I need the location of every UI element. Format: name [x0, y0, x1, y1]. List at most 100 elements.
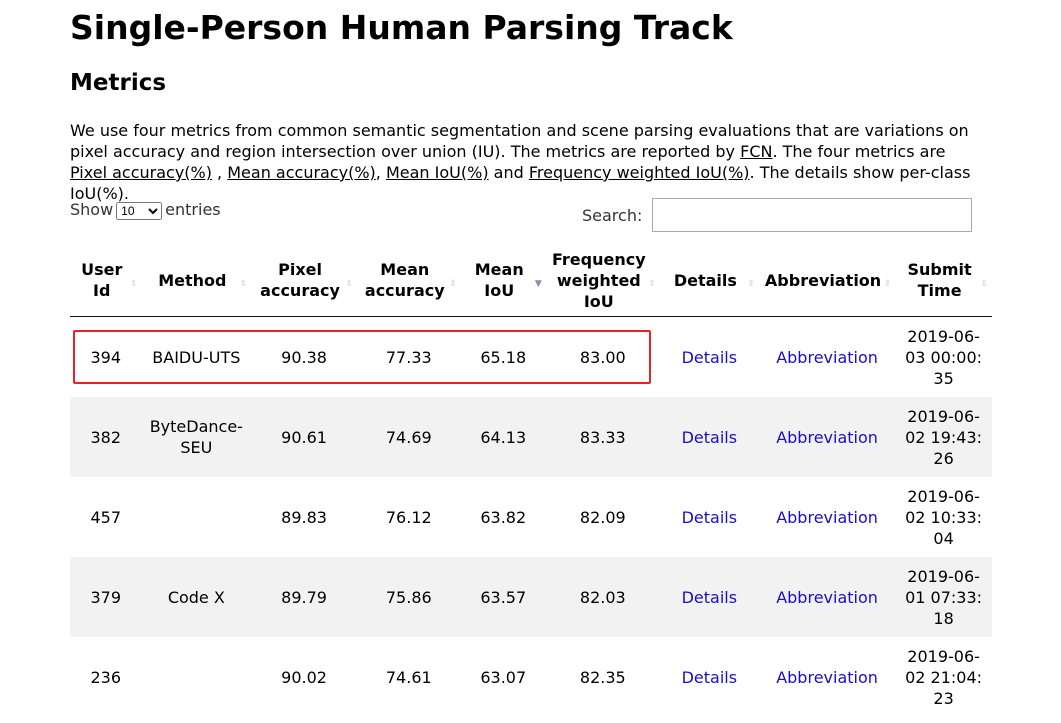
show-label: Show [70, 200, 114, 219]
table-cell: 82.35 [546, 637, 660, 717]
table-cell: Abbreviation [759, 477, 895, 557]
table-cell: Abbreviation [759, 317, 895, 398]
text: and [488, 163, 529, 182]
search-box: Search: [582, 198, 973, 232]
table-cell: 394 [70, 317, 141, 398]
table-cell: 2019-06-01 07:33:18 [895, 557, 992, 637]
abbreviation-link[interactable]: Abbreviation [776, 587, 878, 607]
column-header[interactable]: Method ⇕ [141, 244, 252, 317]
details-link[interactable]: Details [681, 427, 738, 447]
cell-value: 83.33 [579, 427, 626, 447]
table-cell: 90.61 [251, 397, 357, 477]
table-cell [141, 477, 251, 557]
cell-value: 2019-06-01 07:33:18 [905, 566, 983, 628]
table-cell: Abbreviation [759, 637, 895, 717]
cell-value: 2019-06-02 21:04:23 [905, 646, 983, 708]
table-cell: Details [659, 397, 759, 477]
frequency-weighted-iou-link[interactable]: Frequency weighted IoU(%) [528, 163, 750, 182]
cell-value: 2019-06-02 19:43:26 [905, 406, 983, 468]
abbreviation-link[interactable]: Abbreviation [776, 347, 878, 367]
cell-value: 82.03 [579, 587, 626, 607]
table-cell: 2019-06-02 21:04:23 [895, 637, 992, 717]
table-row: 457 89.83 76.12 63.82 82.09 Details Abbreviati… [70, 477, 992, 557]
column-header[interactable]: Mean IoU ▼ [460, 244, 546, 317]
text: . The four metrics are [772, 142, 946, 161]
details-link[interactable]: Details [681, 587, 738, 607]
cell-value: 63.57 [480, 587, 527, 607]
cell-value: 457 [90, 507, 121, 527]
cell-value: 2019-06-02 10:33:04 [905, 486, 983, 548]
column-header[interactable]: Pixel accuracy ⇕ [251, 244, 357, 317]
sort-icon: ⇕ [648, 279, 656, 289]
column-header[interactable]: Mean accuracy ⇕ [356, 244, 461, 317]
table-cell: 379 [70, 557, 142, 637]
text: . The details show per-class IoU(%). [70, 163, 971, 203]
table-cell: 2019-06-02 19:43:26 [895, 397, 992, 477]
sort-desc-icon: ▼ [534, 279, 542, 289]
details-link[interactable]: Details [681, 667, 738, 687]
details-link[interactable]: Details [681, 347, 738, 367]
abbreviation-link[interactable]: Abbreviation [776, 667, 878, 687]
table-cell: 89.83 [251, 477, 357, 557]
table-cell: 74.61 [357, 637, 461, 717]
table-cell: Details [660, 637, 759, 717]
search-input[interactable] [652, 198, 973, 232]
text: , [375, 163, 386, 182]
table-cell: Details [659, 557, 759, 637]
cell-value: ByteDance-SEU [149, 417, 243, 457]
table-cell: 2019-06-02 10:33:04 [895, 477, 992, 557]
column-header[interactable]: Submit Time ⇕ [895, 244, 992, 317]
pixel-accuracy-link[interactable]: Pixel accuracy(%) [70, 163, 212, 182]
details-link[interactable]: Details [681, 507, 738, 527]
column-header[interactable]: Frequency weighted IoU ⇕ [545, 244, 660, 317]
text: We use four metrics from common semantic… [70, 121, 969, 161]
sort-icon: ⇕ [345, 279, 353, 289]
table-cell: Details [660, 317, 759, 398]
table-cell: 75.86 [356, 557, 461, 637]
table-cell: 63.82 [461, 477, 546, 557]
table-cell: 382 [70, 397, 142, 477]
cell-value: BAIDU-UTS [152, 347, 241, 367]
sort-icon: ⇕ [747, 279, 755, 289]
fcn-link[interactable]: FCN [740, 142, 773, 161]
entries-select[interactable]: 10 [116, 202, 163, 220]
table-cell: 82.09 [546, 477, 660, 557]
column-header[interactable]: Abbreviation ⇕ [758, 244, 896, 317]
description: We use four metrics from common semantic… [70, 120, 980, 204]
sort-icon: ⇕ [129, 279, 138, 289]
mean-iou-link[interactable]: Mean IoU(%) [385, 163, 489, 182]
cell-value: 63.07 [480, 667, 527, 687]
table-cell [141, 637, 251, 717]
column-label: Details [673, 270, 737, 290]
column-label: Method [158, 270, 227, 290]
column-header[interactable]: User Id ⇕ [70, 244, 142, 317]
cell-value: 382 [90, 427, 121, 447]
abbreviation-link[interactable]: Abbreviation [776, 507, 878, 527]
column-label: Mean accuracy [364, 260, 445, 300]
cell-value: 90.02 [281, 667, 327, 687]
cell-value: 89.79 [281, 587, 327, 607]
table-cell: Details [660, 477, 759, 557]
table-cell: 83.00 [546, 317, 660, 398]
cell-value: 76.12 [385, 507, 432, 527]
table-cell: 82.03 [545, 557, 660, 637]
table-cell: 63.07 [461, 637, 546, 717]
cell-value: 64.13 [480, 427, 527, 447]
mean-accuracy-link[interactable]: Mean accuracy(%) [227, 163, 376, 182]
table-cell: 83.33 [545, 397, 660, 477]
table-cell: 457 [70, 477, 141, 557]
cell-value: 75.86 [385, 587, 432, 607]
abbreviation-link[interactable]: Abbreviation [776, 427, 878, 447]
table-cell: ByteDance-SEU [141, 397, 252, 477]
section-title: Metrics [70, 70, 167, 96]
table-cell: 236 [70, 637, 141, 717]
cell-value: 90.61 [281, 427, 327, 447]
cell-value: 90.38 [281, 347, 327, 367]
column-header[interactable]: Details ⇕ [659, 244, 759, 317]
cell-value: 82.35 [579, 667, 626, 687]
sort-icon: ⇕ [449, 279, 457, 289]
table-row: 382 ByteDance-SEU 90.61 74.69 64.13 83.33 Deta… [70, 397, 992, 477]
column-label: Abbreviation [764, 270, 882, 290]
table-cell: 64.13 [460, 397, 546, 477]
page-title: Single-Person Human Parsing Track [70, 8, 733, 47]
